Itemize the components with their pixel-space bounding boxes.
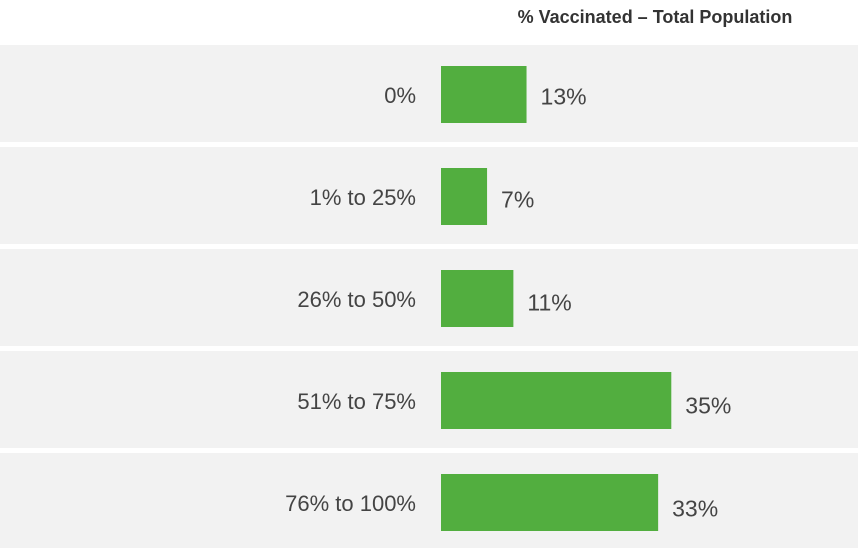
bar [441,168,488,225]
row-band [0,453,858,548]
category-label: 0% [384,83,416,108]
value-label: 7% [501,187,534,213]
row-band [0,45,858,142]
category-label: 76% to 100% [285,491,416,516]
row-band [0,351,858,448]
bar [441,372,672,429]
category-label: 51% to 75% [297,389,416,414]
value-label: 11% [527,290,571,316]
row-band [0,147,858,244]
value-label: 13% [541,84,587,110]
bar [441,474,659,531]
category-label: 26% to 50% [297,287,416,312]
chart-title: % Vaccinated – Total Population [518,7,793,27]
value-label: 33% [672,496,718,522]
row-band [0,249,858,346]
bar [441,270,514,327]
value-label: 35% [685,393,731,419]
category-label: 1% to 25% [310,185,416,210]
bar [441,66,527,123]
